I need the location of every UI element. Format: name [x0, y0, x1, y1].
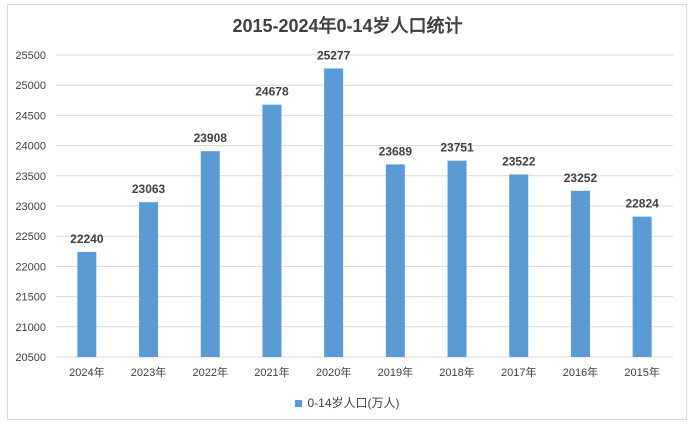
x-tick-label: 2015年 [624, 365, 659, 379]
data-label: 23908 [194, 131, 228, 145]
bar [570, 190, 590, 357]
x-tick-label: 2024年 [69, 365, 104, 379]
data-label: 25277 [317, 48, 351, 62]
y-tick-label: 22000 [15, 261, 46, 273]
legend-swatch [295, 400, 303, 408]
chart-frame [7, 4, 687, 420]
x-tick-label: 2023年 [131, 365, 166, 379]
x-tick-label: 2020年 [316, 365, 351, 379]
bar [447, 160, 467, 357]
y-tick-label: 22500 [15, 231, 46, 243]
y-tick-label: 24000 [15, 141, 46, 153]
legend-label: 0-14岁人口(万人) [307, 396, 400, 410]
data-label: 23252 [564, 171, 598, 185]
data-label: 23522 [502, 154, 536, 168]
bar [509, 174, 529, 357]
y-tick-label: 25500 [15, 50, 46, 62]
data-label: 24678 [255, 85, 289, 99]
y-tick-label: 25000 [15, 80, 46, 92]
x-tick-label: 2017年 [501, 365, 536, 379]
data-label: 23689 [379, 144, 413, 158]
x-tick-label: 2018年 [439, 365, 474, 379]
x-tick-label: 2019年 [378, 365, 413, 379]
bar [200, 151, 220, 357]
x-tick-label: 2022年 [193, 365, 228, 379]
x-tick-label: 2021年 [254, 365, 289, 379]
data-label: 23751 [440, 141, 474, 155]
bar [632, 216, 652, 357]
y-tick-label: 20500 [15, 352, 46, 364]
bar [385, 164, 405, 357]
legend: 0-14岁人口(万人) [0, 394, 695, 411]
data-label: 22824 [625, 197, 659, 211]
y-tick-label: 23000 [15, 201, 46, 213]
bar [324, 68, 344, 357]
y-tick-label: 21500 [15, 292, 46, 304]
y-tick-label: 23500 [15, 171, 46, 183]
x-tick-label: 2016年 [563, 365, 598, 379]
data-label: 23063 [132, 182, 166, 196]
y-tick-label: 21000 [15, 322, 46, 334]
bar [262, 104, 282, 357]
bar [77, 251, 97, 357]
chart-title: 2015-2024年0-14岁人口统计 [232, 16, 463, 36]
y-tick-label: 24500 [15, 110, 46, 122]
bar [139, 202, 159, 357]
data-label: 22240 [70, 232, 104, 246]
